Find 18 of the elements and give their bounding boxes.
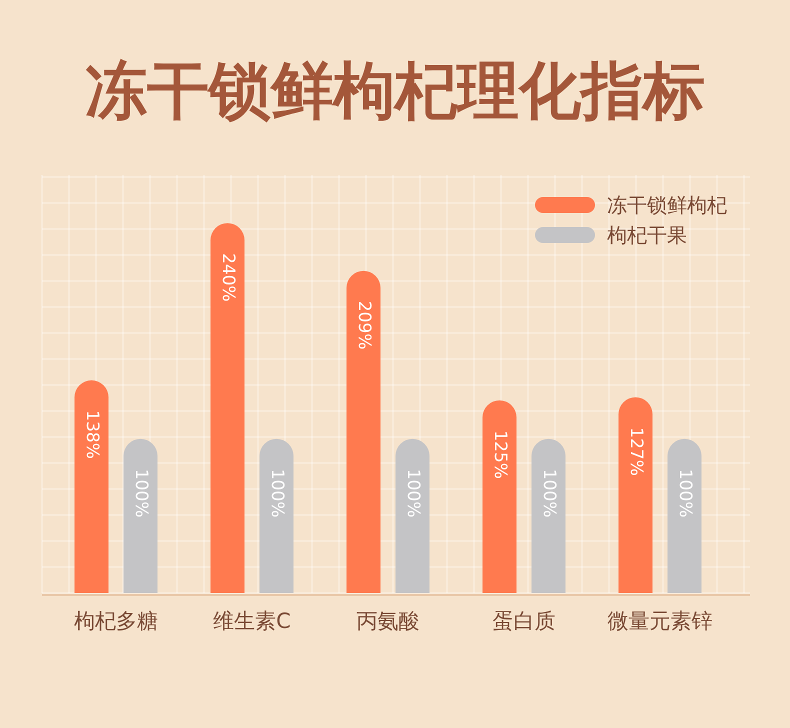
- chart-title: 冻干锁鲜枸杞理化指标: [85, 54, 705, 127]
- data-label: 100%: [674, 468, 695, 518]
- data-label: 100%: [402, 468, 423, 518]
- x-tick-label: 蛋白质: [492, 609, 556, 633]
- legend-label: 冻干锁鲜枸杞: [607, 193, 727, 217]
- data-label: 127%: [626, 427, 646, 476]
- legend-label: 枸杞干果: [607, 223, 687, 247]
- x-tick-label: 丙氨酸: [356, 609, 420, 633]
- data-label: 100%: [130, 468, 151, 518]
- x-tick-label: 枸杞多糖: [74, 609, 158, 633]
- data-label: 100%: [538, 468, 559, 518]
- x-tick-label: 维生素C: [213, 609, 291, 633]
- data-label: 209%: [354, 300, 374, 350]
- data-label: 125%: [490, 430, 510, 479]
- data-label: 138%: [82, 410, 102, 459]
- data-label: 100%: [266, 468, 287, 518]
- x-tick-label: 微量元素锌: [608, 609, 712, 633]
- data-label: 240%: [218, 253, 238, 302]
